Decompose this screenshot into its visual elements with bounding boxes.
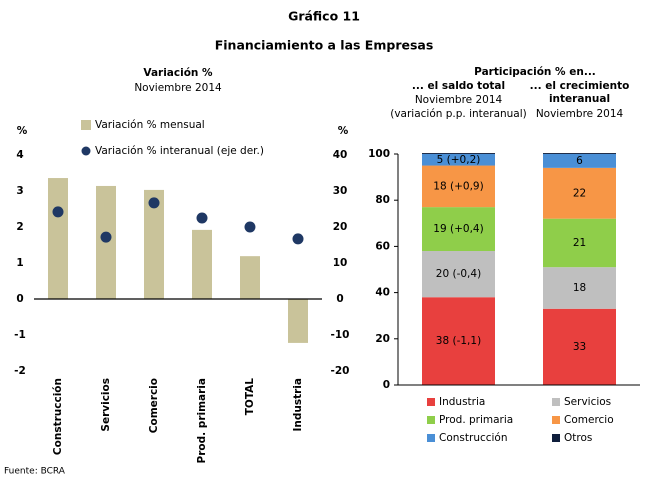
bar-segment (422, 297, 495, 385)
column-header-line: Noviembre 2014 (535, 108, 624, 120)
y2-tick-label: 10 (333, 257, 348, 269)
column-header-line: (variación p.p. interanual) (390, 108, 527, 120)
value-label: 22 (573, 187, 586, 199)
value-label: 5 (+0,2) (437, 154, 481, 166)
bar-segment (543, 267, 616, 309)
value-label: 33 (573, 341, 586, 353)
x-tick-label: Servicios (100, 378, 112, 432)
y2-tick-label: 40 (333, 149, 348, 161)
y-tick-label: 80 (375, 194, 390, 206)
legend-swatch (552, 434, 560, 442)
value-label: 19 (+0,4) (433, 223, 483, 235)
x-tick-label: Construcción (52, 378, 64, 455)
y-tick-label: 100 (368, 148, 390, 160)
x-tick-label: Industria (292, 378, 304, 432)
y-tick-label: 0 (16, 293, 23, 305)
bar (192, 229, 212, 299)
value-label: 20 (-0,4) (436, 268, 481, 280)
legend-label: Industria (439, 396, 485, 408)
dot (100, 231, 112, 243)
y-tick-label: -2 (14, 365, 26, 377)
chart-title: Participación % en... (474, 66, 596, 78)
legend-swatch (552, 398, 560, 406)
legend-label: Construcción (439, 432, 508, 444)
bar-segment (543, 218, 616, 268)
column-header-line: Noviembre 2014 (414, 94, 503, 106)
bar (240, 256, 260, 299)
y-tick-label: 40 (375, 287, 390, 299)
legend-swatch (81, 146, 91, 156)
value-label: 18 (573, 282, 586, 294)
chart-title: Variación % (143, 67, 213, 79)
y2-tick-label: 20 (333, 221, 348, 233)
y-axis-label: % (17, 125, 28, 137)
legend-swatch (81, 120, 91, 130)
y2-tick-label: -10 (331, 329, 350, 341)
x-tick-label: Prod. primaria (196, 378, 208, 463)
column-header-title: ... el crecimiento interanual (529, 80, 630, 105)
legend-label: Servicios (564, 396, 611, 408)
bar-segment (422, 165, 495, 208)
chart-subtitle: Noviembre 2014 (134, 82, 222, 94)
y2-tick-label: -20 (331, 365, 350, 377)
bar (288, 299, 308, 343)
bar-segment (422, 154, 495, 166)
dot (52, 206, 64, 218)
bar (144, 189, 164, 299)
legend-label: Prod. primaria (439, 414, 513, 426)
page-title: Gráfico 11 (288, 9, 360, 24)
source: Fuente: BCRA (4, 467, 66, 477)
value-label: 18 (+0,9) (433, 180, 483, 192)
value-label: 38 (-1,1) (436, 335, 481, 347)
y-tick-label: 2 (16, 221, 23, 233)
y-tick-label: 60 (375, 240, 390, 252)
y2-axis-label: % (338, 125, 349, 137)
legend-label: Variación % interanual (eje der.) (95, 145, 264, 157)
dot (148, 197, 160, 209)
legend-label: Comercio (564, 414, 614, 426)
column-header-title: ... el saldo total (411, 80, 506, 92)
bar-segment (422, 153, 495, 154)
y-tick-label: 4 (16, 149, 23, 161)
y-tick-label: 1 (16, 257, 23, 269)
page-subtitle: Financiamiento a las Empresas (215, 38, 434, 53)
y2-tick-label: 30 (333, 185, 348, 197)
legend-label: Variación % mensual (95, 119, 205, 131)
y-tick-label: -1 (14, 329, 26, 341)
bar (48, 178, 68, 299)
value-label: 6 (576, 155, 583, 167)
y-tick-label: 3 (16, 185, 23, 197)
bar-segment (543, 154, 616, 168)
y2-tick-label: 0 (336, 293, 343, 305)
x-tick-label: Comercio (148, 378, 160, 433)
legend-swatch (427, 416, 435, 424)
x-tick-label: TOTAL (244, 378, 256, 416)
legend-label: Otros (564, 432, 592, 444)
y-tick-label: 20 (375, 333, 390, 345)
legend-swatch (552, 416, 560, 424)
bar-segment (543, 153, 616, 154)
dot (292, 233, 304, 245)
bar-segment (543, 167, 616, 219)
dot (244, 221, 256, 233)
value-label: 21 (573, 237, 586, 249)
bar-segment (422, 251, 495, 298)
dot (196, 212, 208, 224)
bar-segment (543, 308, 616, 385)
legend-swatch (427, 398, 435, 406)
legend-swatch (427, 434, 435, 442)
bar-segment (422, 207, 495, 252)
y-tick-label: 0 (383, 379, 390, 391)
